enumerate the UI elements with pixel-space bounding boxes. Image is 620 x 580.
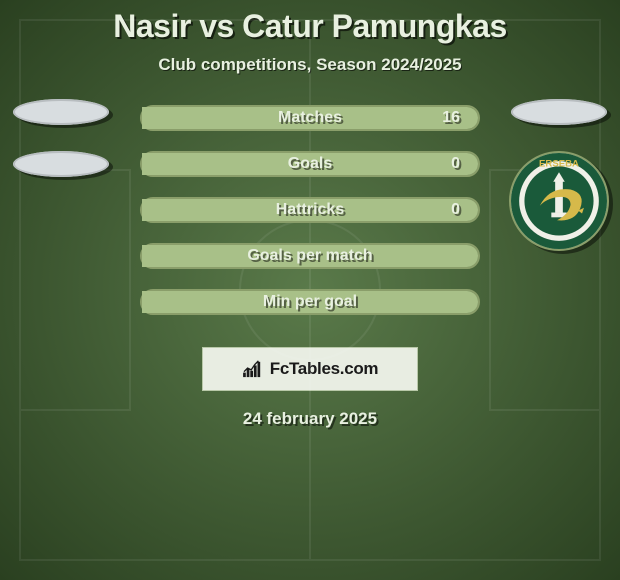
stat-row: Min per goal <box>140 289 480 315</box>
left-club-badge-placeholder <box>13 151 109 177</box>
stat-value-right: 0 <box>451 201 460 219</box>
stat-row: Matches16 <box>140 105 480 131</box>
stat-row: Hattricks0 <box>140 197 480 223</box>
club-crest-icon: ERSEBA <box>511 153 607 249</box>
comparison-card: Nasir vs Catur Pamungkas Club competitio… <box>0 0 620 580</box>
stat-label: Hattricks <box>142 201 478 219</box>
stat-label: Min per goal <box>142 293 478 311</box>
stat-rows: Matches16Goals0Hattricks0Goals per match… <box>140 105 480 315</box>
stat-label: Goals per match <box>142 247 478 265</box>
right-player-avatar-placeholder <box>511 99 607 125</box>
right-club-badge: ERSEBA <box>509 151 609 251</box>
right-player-column: ERSEBA <box>504 99 614 251</box>
left-player-column <box>6 99 116 177</box>
stat-label: Goals <box>142 155 478 173</box>
stat-row: Goals0 <box>140 151 480 177</box>
left-player-avatar-placeholder <box>13 99 109 125</box>
comparison-area: ERSEBA Matches16Goals0Hattricks0Goals pe… <box>0 105 620 325</box>
stat-value-right: 16 <box>442 109 460 127</box>
stat-label: Matches <box>142 109 478 127</box>
stat-row: Goals per match <box>140 243 480 269</box>
stat-value-right: 0 <box>451 155 460 173</box>
